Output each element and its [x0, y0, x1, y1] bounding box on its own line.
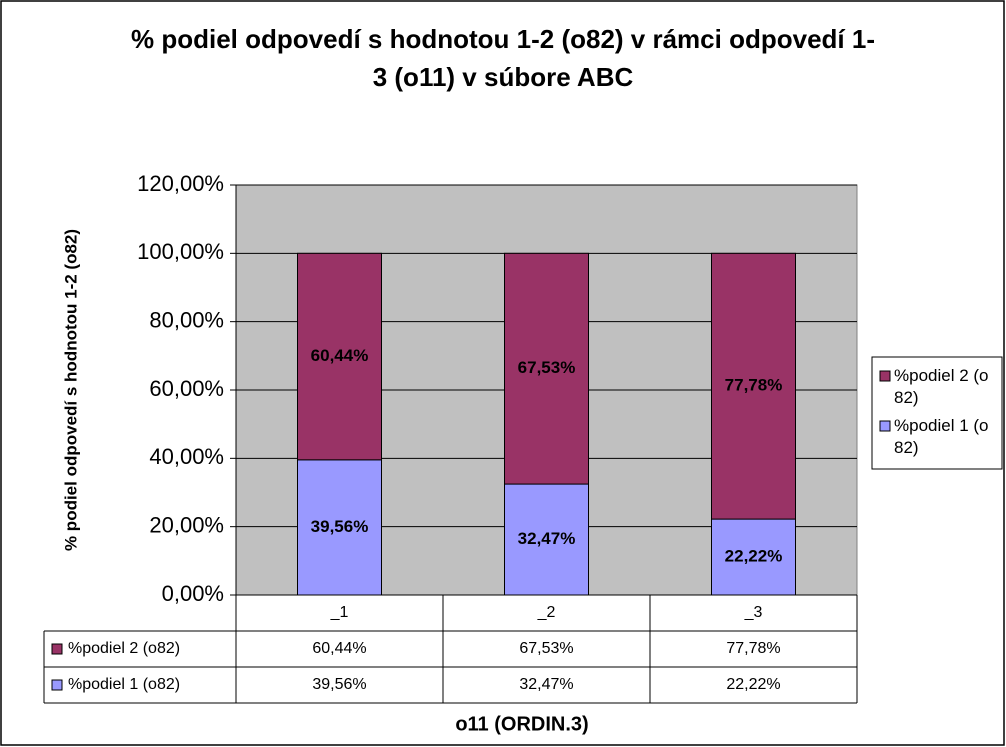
y-tick-label: 120,00%	[137, 171, 224, 196]
bar-segment	[504, 483, 589, 596]
data-label: 67,53%	[518, 358, 576, 377]
x-tick-label: _1	[330, 604, 349, 621]
table-key	[51, 679, 63, 691]
bar-segment	[711, 252, 796, 520]
y-tick-label: 40,00%	[149, 444, 224, 469]
table-cell: 32,47%	[519, 676, 573, 693]
legend-box	[871, 356, 1003, 470]
y-tick-label: 80,00%	[149, 307, 224, 332]
data-label: 60,44%	[311, 346, 369, 365]
x-axis-title: o11 (ORDIN.3)	[455, 713, 588, 735]
data-label: 22,22%	[725, 547, 783, 566]
data-label: 77,78%	[725, 376, 783, 395]
title-box: % podiel odpovedí s hodnotou 1-2 (o82) v…	[131, 24, 875, 92]
legend-entry-box: %podiel 2 (o82)	[894, 366, 989, 407]
chart-title: % podiel odpovedí s hodnotou 1-2 (o82) v…	[131, 24, 875, 92]
bar-segment	[504, 252, 589, 485]
table-key	[51, 643, 63, 655]
bar-segment	[297, 252, 382, 461]
legend-entry-box: %podiel 1 (o82)	[894, 416, 989, 457]
data-label: 32,47%	[518, 529, 576, 548]
x-tick-label: _3	[744, 604, 763, 621]
bar-segment	[297, 459, 382, 596]
legend-label: %podiel 2 (o82)	[894, 366, 989, 407]
legend-label: %podiel 1 (o82)	[894, 416, 989, 457]
table-row-label: %podiel 2 (o82)	[68, 640, 180, 657]
legend-key	[879, 370, 891, 382]
x-tick-label: _2	[537, 604, 556, 621]
data-label: 39,56%	[311, 517, 369, 536]
table-cell: 67,53%	[519, 640, 573, 657]
y-axis-title: % podiel odpovedí s hodnotou 1-2 (o82)	[61, 229, 80, 551]
legend-key	[879, 420, 891, 432]
y-tick-label: 20,00%	[149, 512, 224, 537]
table-cell: 22,22%	[726, 676, 780, 693]
y-tick-label: 0,00%	[162, 581, 224, 606]
table-cell: 60,44%	[312, 640, 366, 657]
y-tick-label: 60,00%	[149, 376, 224, 401]
table-row-label: %podiel 1 (o82)	[68, 676, 180, 693]
table-cell: 39,56%	[312, 676, 366, 693]
y-tick-label: 100,00%	[137, 239, 224, 264]
table-cell: 77,78%	[726, 640, 780, 657]
